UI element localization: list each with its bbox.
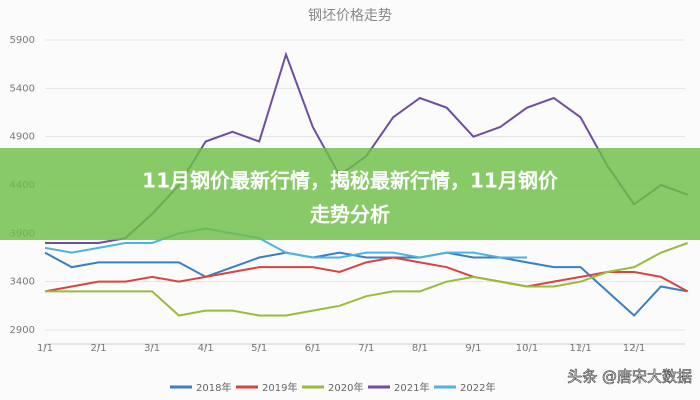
legend-label: 2020年 (328, 381, 363, 394)
chart-title: 钢坯价格走势 (308, 8, 392, 24)
y-tick-label: 5400 (10, 83, 35, 94)
y-tick-label: 4900 (10, 132, 35, 143)
legend-label: 2022年 (460, 381, 495, 394)
y-tick-label: 3400 (10, 277, 35, 288)
x-tick-label: 10/1 (516, 343, 538, 354)
y-tick-label: 2900 (10, 325, 35, 336)
x-tick-label: 11/1 (569, 343, 591, 354)
series-line (45, 242, 689, 317)
legend-label: 2019年 (262, 381, 297, 394)
series-line (44, 256, 689, 293)
banner-line: 11月钢价最新行情，揭秘最新行情，11月钢价 (142, 169, 559, 193)
x-tick-label: 5/1 (251, 343, 267, 354)
x-tick-label: 2/1 (91, 343, 107, 354)
x-tick-label: 3/1 (144, 343, 160, 354)
legend-label: 2021年 (394, 381, 429, 394)
banner (0, 148, 700, 240)
banner-line: 走势分析 (310, 203, 390, 227)
x-tick-label: 4/1 (198, 343, 214, 354)
x-tick-label: 12/1 (623, 343, 645, 354)
y-tick-label: 5900 (10, 35, 35, 46)
x-tick-label: 1/1 (37, 343, 53, 354)
x-tick-label: 8/1 (412, 343, 428, 354)
legend-label: 2018年 (196, 381, 231, 394)
x-tick-label: 7/1 (358, 343, 374, 354)
watermark: 头条 @唐宋大数据 (567, 368, 692, 386)
x-tick-label: 6/1 (305, 343, 321, 354)
x-tick-label: 9/1 (465, 343, 481, 354)
series-line (44, 227, 527, 259)
series-line (44, 251, 688, 317)
